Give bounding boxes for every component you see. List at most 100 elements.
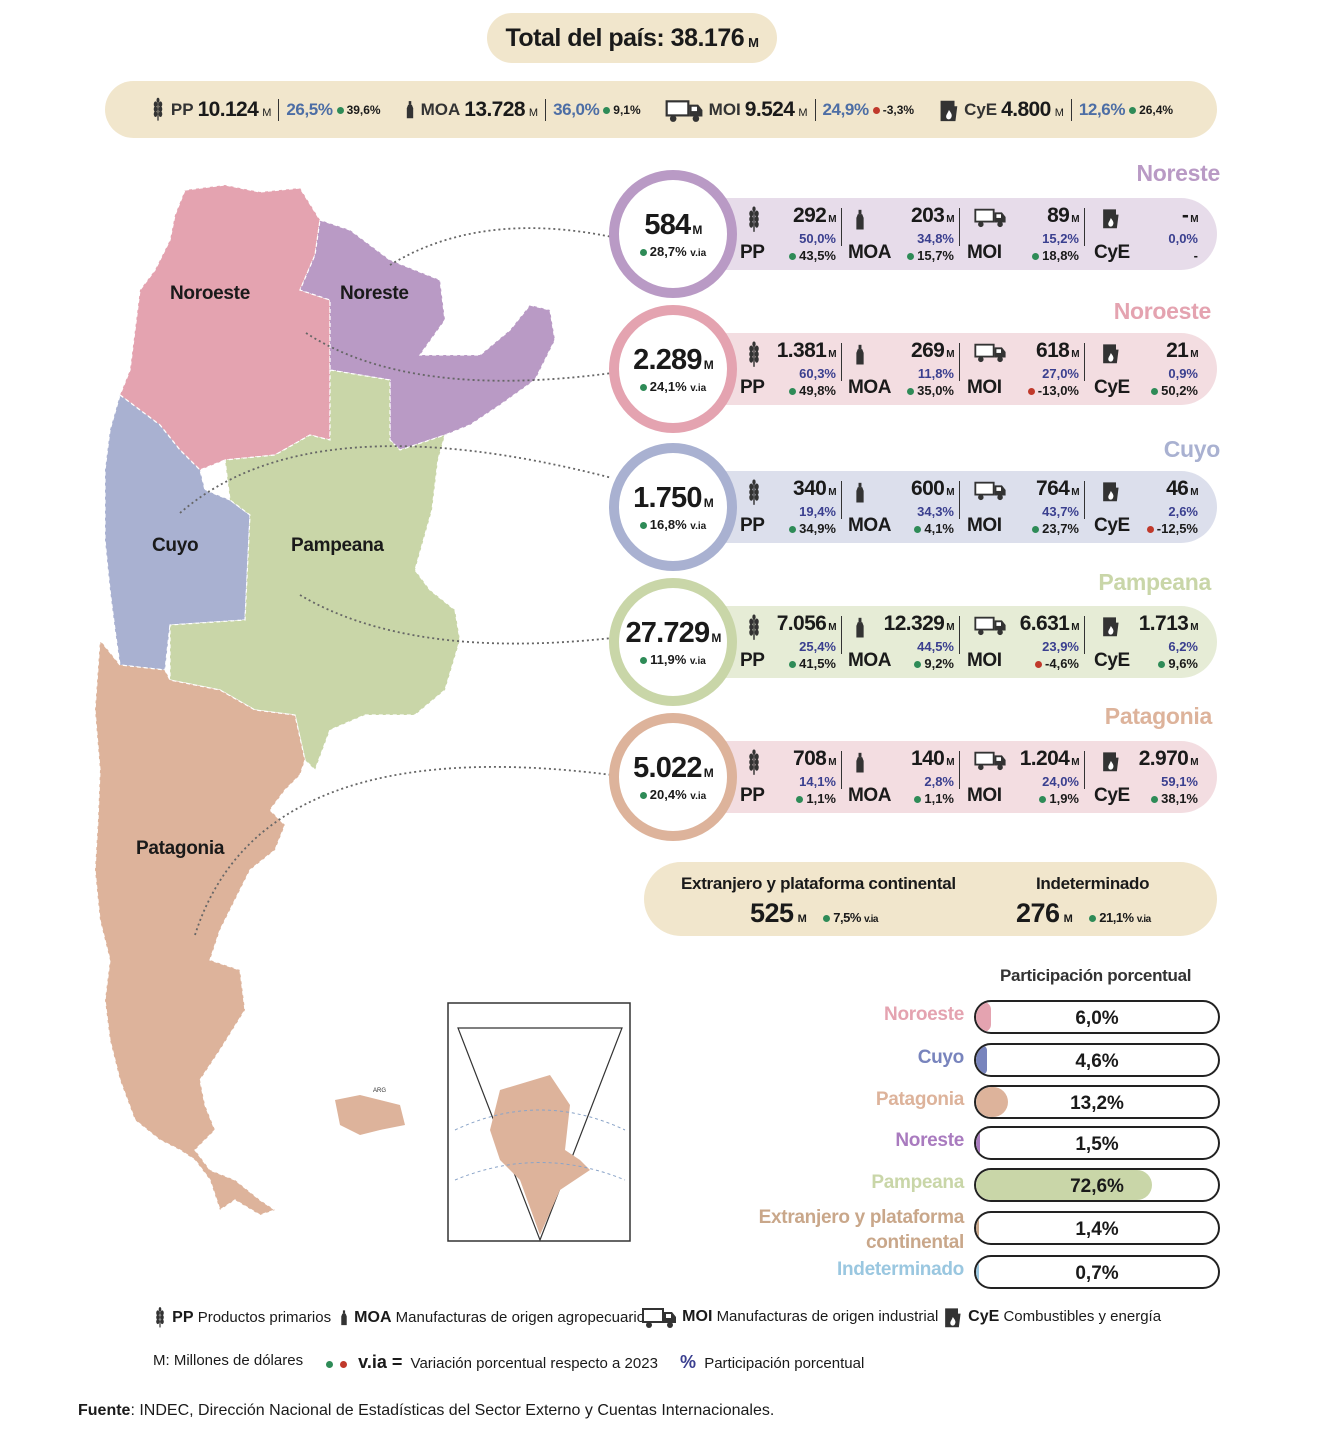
cell-value-num: 340	[793, 477, 827, 500]
legend-m: M: Millones de dólares	[153, 1352, 304, 1369]
truck-icon	[974, 208, 1006, 228]
cell-pct: 0,9%	[1168, 366, 1198, 381]
region-cell-cye: CyE 21 M 0,9% 50,2%	[1092, 333, 1202, 405]
region-total-unit: M	[703, 358, 714, 372]
cell-via-value: 41,5%	[799, 656, 836, 671]
cell-code: PP	[740, 515, 765, 536]
green-dot-icon	[1032, 526, 1040, 534]
green-dot-icon	[789, 253, 797, 261]
cell-value-num: 46	[1166, 477, 1189, 500]
divider	[841, 343, 842, 381]
participation-row: Noroeste 6,0%	[700, 1000, 1220, 1034]
pct-symbol: %	[680, 1352, 697, 1372]
via-symbol: v.ia =	[358, 1352, 403, 1372]
cell-code: MOI	[967, 242, 1002, 263]
cell-unit: M	[828, 487, 836, 498]
region-total-circle: 5.022 M 20,4% v.ia	[609, 713, 737, 841]
total-label: Total del país: 38.176	[505, 23, 745, 52]
region-bar	[690, 741, 1217, 813]
participation-bar: 72,6%	[974, 1168, 1220, 1202]
legend-moi: MOI Manufacturas de origen industrial	[640, 1305, 938, 1329]
wheat-icon	[748, 614, 760, 641]
cell-unit: M	[946, 349, 954, 360]
cell-unit: M	[828, 757, 836, 768]
map-label-patagonia: Patagonia	[136, 838, 225, 859]
red-dot-icon	[1035, 661, 1043, 669]
region-via-value: 24,1%	[649, 379, 687, 394]
region-via: 28,7% v.ia	[639, 244, 706, 259]
divider	[959, 751, 960, 789]
cell-via-value: -13,0%	[1037, 383, 1079, 398]
bottle-icon	[856, 209, 864, 230]
cell-unit: M	[1190, 349, 1198, 360]
green-dot-icon	[639, 792, 647, 800]
bottle-icon	[856, 344, 864, 365]
green-dot-icon	[1151, 388, 1159, 396]
cell-pct: 44,5%	[917, 639, 954, 654]
cell-value: 600 M	[911, 477, 955, 501]
cell-value-num: 708	[793, 747, 827, 770]
region-via: 16,8% v.ia	[639, 517, 706, 532]
participation-row: Patagonia 13,2%	[700, 1085, 1220, 1119]
via-label: v.ia	[689, 656, 706, 667]
bottle-icon	[856, 482, 864, 503]
region-title: Noreste	[1136, 160, 1220, 186]
cell-via: 38,1%	[1151, 791, 1198, 806]
cell-via-value: 1,1%	[806, 791, 836, 806]
green-dot-icon	[326, 1360, 333, 1368]
summary-unit: M	[1054, 106, 1064, 119]
participation-name: Noreste	[895, 1130, 964, 1151]
cell-value: 708 M	[793, 747, 837, 771]
fuel-icon	[1103, 344, 1119, 364]
cell-value-num: 1.713	[1138, 612, 1189, 635]
cell-via: 49,8%	[789, 383, 836, 398]
cell-via: 9,2%	[914, 656, 954, 671]
cell-pct: 15,2%	[1042, 231, 1079, 246]
cell-via-value: 9,6%	[1168, 656, 1198, 671]
cell-via-value: 49,8%	[799, 383, 836, 398]
legend-text: Productos primarios	[197, 1308, 332, 1326]
source-label: Fuente	[78, 1402, 131, 1419]
via-label: v.ia	[690, 383, 707, 394]
red-dot-icon	[1027, 388, 1035, 396]
cell-value-num: 12.329	[883, 612, 945, 635]
cell-pct: 34,8%	[917, 231, 954, 246]
green-dot-icon	[640, 657, 648, 665]
cell-value: 1.713 M	[1138, 612, 1199, 636]
red-dot-icon	[340, 1360, 347, 1368]
cell-code: PP	[740, 650, 765, 671]
cell-code: MOA	[848, 377, 892, 398]
region-total-value: 1.750	[633, 482, 702, 514]
cell-pct: 25,4%	[799, 639, 836, 654]
cell-value: 46 M	[1166, 477, 1198, 501]
participation-row: Cuyo 4,6%	[700, 1043, 1220, 1077]
summary-via: 26,4%	[1139, 102, 1174, 117]
divider	[1084, 208, 1085, 246]
fuel-icon	[1103, 209, 1119, 229]
region-via-value: 20,4%	[649, 787, 687, 802]
green-dot-icon	[1089, 915, 1097, 923]
cell-via-value: 34,9%	[799, 521, 836, 536]
map-islands	[335, 1095, 405, 1135]
wheat-icon	[748, 341, 760, 368]
summary-via: 9,1%	[613, 102, 641, 117]
undetermined-value: 276	[1016, 898, 1060, 928]
legend-pct: % Participación porcentual	[680, 1352, 864, 1373]
region-total-unit: M	[711, 631, 721, 645]
cell-code: MOI	[967, 785, 1002, 806]
summary-value: 9.524	[744, 97, 795, 121]
pct-text: Participación porcentual	[704, 1355, 865, 1372]
wheat-icon	[748, 749, 760, 776]
summary-moi: MOI 9.524 M 24,9% -3,3%	[663, 97, 914, 123]
region-total-value: 5.022	[633, 752, 702, 784]
region-cell-cye: CyE - M 0,0% -	[1092, 198, 1202, 270]
summary-pct: 36,0%	[553, 99, 600, 119]
cell-unit: M	[1071, 349, 1079, 360]
cell-value: 89 M	[1047, 204, 1079, 228]
cell-value: 7.056 M	[777, 612, 837, 636]
cell-pct: 60,3%	[799, 366, 836, 381]
divider	[1084, 343, 1085, 381]
summary-pp: PP 10.124 M 26,5% 39,6%	[149, 96, 381, 124]
cell-code: MOI	[967, 377, 1002, 398]
cell-code: MOI	[967, 515, 1002, 536]
